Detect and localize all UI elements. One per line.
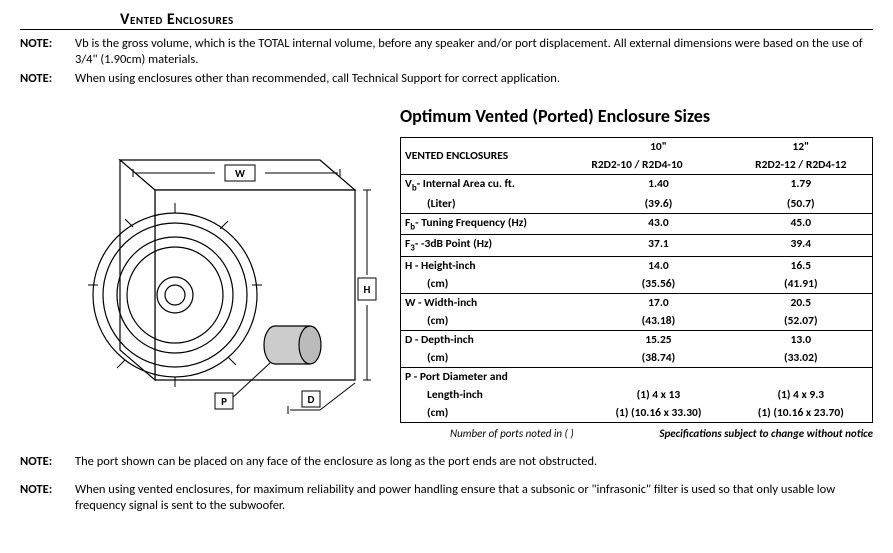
col-header: 12" <box>730 137 873 156</box>
dim-label-w: W <box>235 167 245 180</box>
cell: 13.0 <box>730 330 873 349</box>
param-sub: (Liter) <box>401 195 588 214</box>
cell: 1.40 <box>587 174 729 195</box>
table-header: VENTED ENCLOSURES <box>401 137 588 174</box>
note-label: NOTE: <box>20 454 75 470</box>
param-label: Fb- Tuning Frequency (Hz) <box>401 214 588 235</box>
param-sub: (cm) <box>401 404 588 423</box>
cell: 1.79 <box>730 174 873 195</box>
footnote-right: Specifications subject to change without… <box>659 427 873 440</box>
enclosure-diagram: W H D <box>20 105 390 440</box>
note-text: When using vented enclosures, for maximu… <box>75 482 873 515</box>
param-label: D - Depth-inch <box>401 330 588 349</box>
bottom-notes: NOTE: The port shown can be placed on an… <box>20 454 873 515</box>
cell: (35.56) <box>587 275 729 294</box>
cell: (1) (10.16 x 33.30) <box>587 404 729 423</box>
section-title: Vented Enclosures <box>20 10 873 30</box>
note-row: NOTE: The port shown can be placed on an… <box>20 454 873 470</box>
param-label2: Length-inch <box>401 386 588 404</box>
cell: 14.0 <box>587 256 729 275</box>
note-text: Vb is the gross volume, which is the TOT… <box>75 36 873 69</box>
cell: 16.5 <box>730 256 873 275</box>
cell: (33.02) <box>730 349 873 368</box>
cell: 20.5 <box>730 293 873 312</box>
dim-label-h: H <box>364 283 371 296</box>
footnote-left: Number of ports noted in ( ) <box>400 427 574 440</box>
cell: 45.0 <box>730 214 873 235</box>
cell: (41.91) <box>730 275 873 294</box>
col-subheader: R2D2-10 / R2D4-10 <box>587 156 729 175</box>
cell: (1) (10.16 x 23.70) <box>730 404 873 423</box>
param-label: P - Port Diameter and <box>401 367 588 386</box>
param-sub: (cm) <box>401 275 588 294</box>
param-label: H - Height-inch <box>401 256 588 275</box>
enclosure-table: VENTED ENCLOSURES 10" 12" R2D2-10 / R2D4… <box>400 137 873 423</box>
note-row: NOTE: Vb is the gross volume, which is t… <box>20 36 873 69</box>
note-text: The port shown can be placed on any face… <box>75 454 873 470</box>
cell <box>730 367 873 386</box>
param-sub: (cm) <box>401 349 588 368</box>
table-title: Optimum Vented (Ported) Enclosure Sizes <box>400 105 873 127</box>
param-label: Vb- Internal Area cu. ft. <box>401 174 588 195</box>
note-label: NOTE: <box>20 482 75 515</box>
cell: (1) 4 x 13 <box>587 386 729 404</box>
note-label: NOTE: <box>20 36 75 69</box>
note-row: NOTE: When using enclosures other than r… <box>20 71 873 87</box>
col-subheader: R2D2-12 / R2D4-12 <box>730 156 873 175</box>
cell: 43.0 <box>587 214 729 235</box>
cell <box>587 367 729 386</box>
note-row: NOTE: When using vented enclosures, for … <box>20 482 873 515</box>
note-text: When using enclosures other than recomme… <box>75 71 873 87</box>
cell: (39.6) <box>587 195 729 214</box>
col-header: 10" <box>587 137 729 156</box>
cell: (1) 4 x 9.3 <box>730 386 873 404</box>
cell: (43.18) <box>587 312 729 331</box>
cell: (52.07) <box>730 312 873 331</box>
note-label: NOTE: <box>20 71 75 87</box>
param-sub: (cm) <box>401 312 588 331</box>
cell: 17.0 <box>587 293 729 312</box>
cell: (38.74) <box>587 349 729 368</box>
top-notes: NOTE: Vb is the gross volume, which is t… <box>20 36 873 87</box>
dim-label-d: D <box>308 393 315 406</box>
cell: 15.25 <box>587 330 729 349</box>
param-label: F3- -3dB Point (Hz) <box>401 235 588 256</box>
cell: 37.1 <box>587 235 729 256</box>
cell: 39.4 <box>730 235 873 256</box>
cell: (50.7) <box>730 195 873 214</box>
dim-label-p: P <box>221 395 227 408</box>
param-label: W - Width-inch <box>401 293 588 312</box>
